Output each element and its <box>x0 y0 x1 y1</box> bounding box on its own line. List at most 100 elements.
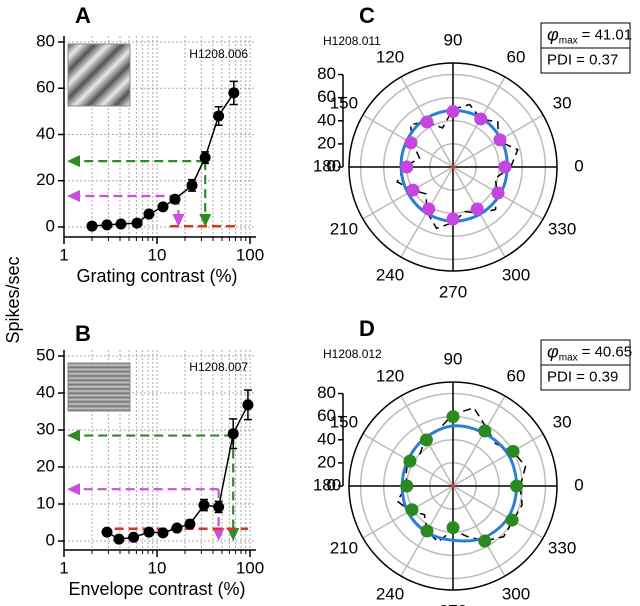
angle-label: 60 <box>507 366 526 385</box>
data-point <box>143 526 155 538</box>
guide-arrowhead <box>67 483 80 496</box>
angle-label: 90 <box>444 349 463 368</box>
angle-label: 90 <box>444 30 463 49</box>
y-tick-label: 0 <box>46 530 55 549</box>
angle-label: 270 <box>439 282 467 301</box>
data-point <box>227 428 239 440</box>
x-tick-label: 1 <box>59 245 68 264</box>
guide-arrowhead <box>212 528 225 541</box>
data-point <box>446 105 460 119</box>
radial-tick-label: 40 <box>317 429 336 448</box>
data-point <box>213 501 225 513</box>
y-tick-label: 0 <box>46 216 55 235</box>
data-point <box>446 410 460 424</box>
guide-arrowhead <box>199 214 212 227</box>
x-tick-label: 10 <box>148 245 167 264</box>
angle-label: 210 <box>330 538 358 557</box>
angle-label: 240 <box>376 266 404 285</box>
y-tick-label: 20 <box>36 456 55 475</box>
data-point <box>113 533 125 545</box>
y-tick-label: 80 <box>36 31 55 50</box>
data-point <box>131 217 143 229</box>
cell-id: H1208.006 <box>189 47 248 61</box>
radial-tick-label: 60 <box>317 406 336 425</box>
radial-tick-label: 0 <box>327 156 336 175</box>
data-point <box>420 115 434 129</box>
y-tick-label: 20 <box>36 170 55 189</box>
data-point <box>420 524 434 538</box>
angle-label: 0 <box>574 156 583 175</box>
y-tick-label: 50 <box>36 345 55 364</box>
data-point <box>86 220 98 232</box>
angle-label: 60 <box>507 47 526 66</box>
x-axis-label: Envelope contrast (%) <box>68 579 245 599</box>
angular-grid <box>452 433 544 487</box>
phi-subscript: max <box>559 35 578 46</box>
panel-letter: C <box>359 3 375 28</box>
data-point <box>101 219 113 231</box>
angular-grid <box>452 485 506 577</box>
phi-symbol: φ <box>547 341 559 361</box>
x-tick-label: 100 <box>236 558 264 577</box>
data-point <box>406 183 420 197</box>
data-point <box>404 136 418 150</box>
stimulus-inset <box>67 362 131 412</box>
y-tick-label: 10 <box>36 493 55 512</box>
data-point <box>403 454 417 468</box>
angle-label: 180 <box>313 475 341 494</box>
data-point <box>115 218 127 230</box>
phi-value: = 40.65 <box>582 343 632 360</box>
angle-label: 210 <box>330 219 358 238</box>
origin-dot <box>451 165 455 169</box>
radial-tick-label: 0 <box>327 475 336 494</box>
angle-label: 150 <box>330 412 358 431</box>
angle-label: 120 <box>376 366 404 385</box>
stimulus-inset <box>67 43 131 107</box>
data-point <box>478 424 492 438</box>
data-point <box>228 87 240 99</box>
angle-label: 330 <box>548 538 576 557</box>
angular-grid <box>452 395 506 487</box>
origin-dot <box>451 484 455 488</box>
data-point <box>505 513 519 527</box>
angle-label: 240 <box>376 585 404 604</box>
data-point <box>405 503 419 517</box>
guide-arrowhead <box>227 528 240 541</box>
angle-label: 150 <box>330 93 358 112</box>
radial-tick-label: 20 <box>317 452 336 471</box>
phi-symbol: φ <box>547 24 559 44</box>
data-point <box>184 518 196 530</box>
phi-value: = 41.01 <box>582 26 632 43</box>
pdi: PDI = 0.39 <box>547 368 618 385</box>
angle-label: 120 <box>376 47 404 66</box>
x-tick-label: 10 <box>148 558 167 577</box>
data-point <box>400 160 414 174</box>
y-tick-label: 40 <box>36 124 55 143</box>
radial-tick-label: 60 <box>317 87 336 106</box>
radial-tick-label: 40 <box>317 110 336 129</box>
angle-label: 180 <box>313 156 341 175</box>
data-point <box>510 479 524 493</box>
angle-label: 300 <box>502 266 530 285</box>
data-point <box>506 444 520 458</box>
data-point <box>213 110 225 122</box>
radial-tick-label: 20 <box>317 133 336 152</box>
data-point <box>422 202 436 216</box>
data-point <box>446 212 460 226</box>
data-point <box>171 522 183 534</box>
data-point <box>157 527 169 539</box>
data-line <box>106 404 249 540</box>
data-point <box>186 179 198 191</box>
angle-label: 330 <box>548 219 576 238</box>
data-point <box>199 152 211 164</box>
x-tick-label: 1 <box>59 558 68 577</box>
panel-letter: D <box>359 316 375 341</box>
cell-id: H1208.007 <box>189 360 248 374</box>
panel-letter: B <box>75 321 91 346</box>
data-point <box>143 208 155 220</box>
y-tick-label: 40 <box>36 382 55 401</box>
data-point <box>198 499 210 511</box>
data-point <box>101 526 113 538</box>
cell-id: H1208.012 <box>323 347 382 361</box>
